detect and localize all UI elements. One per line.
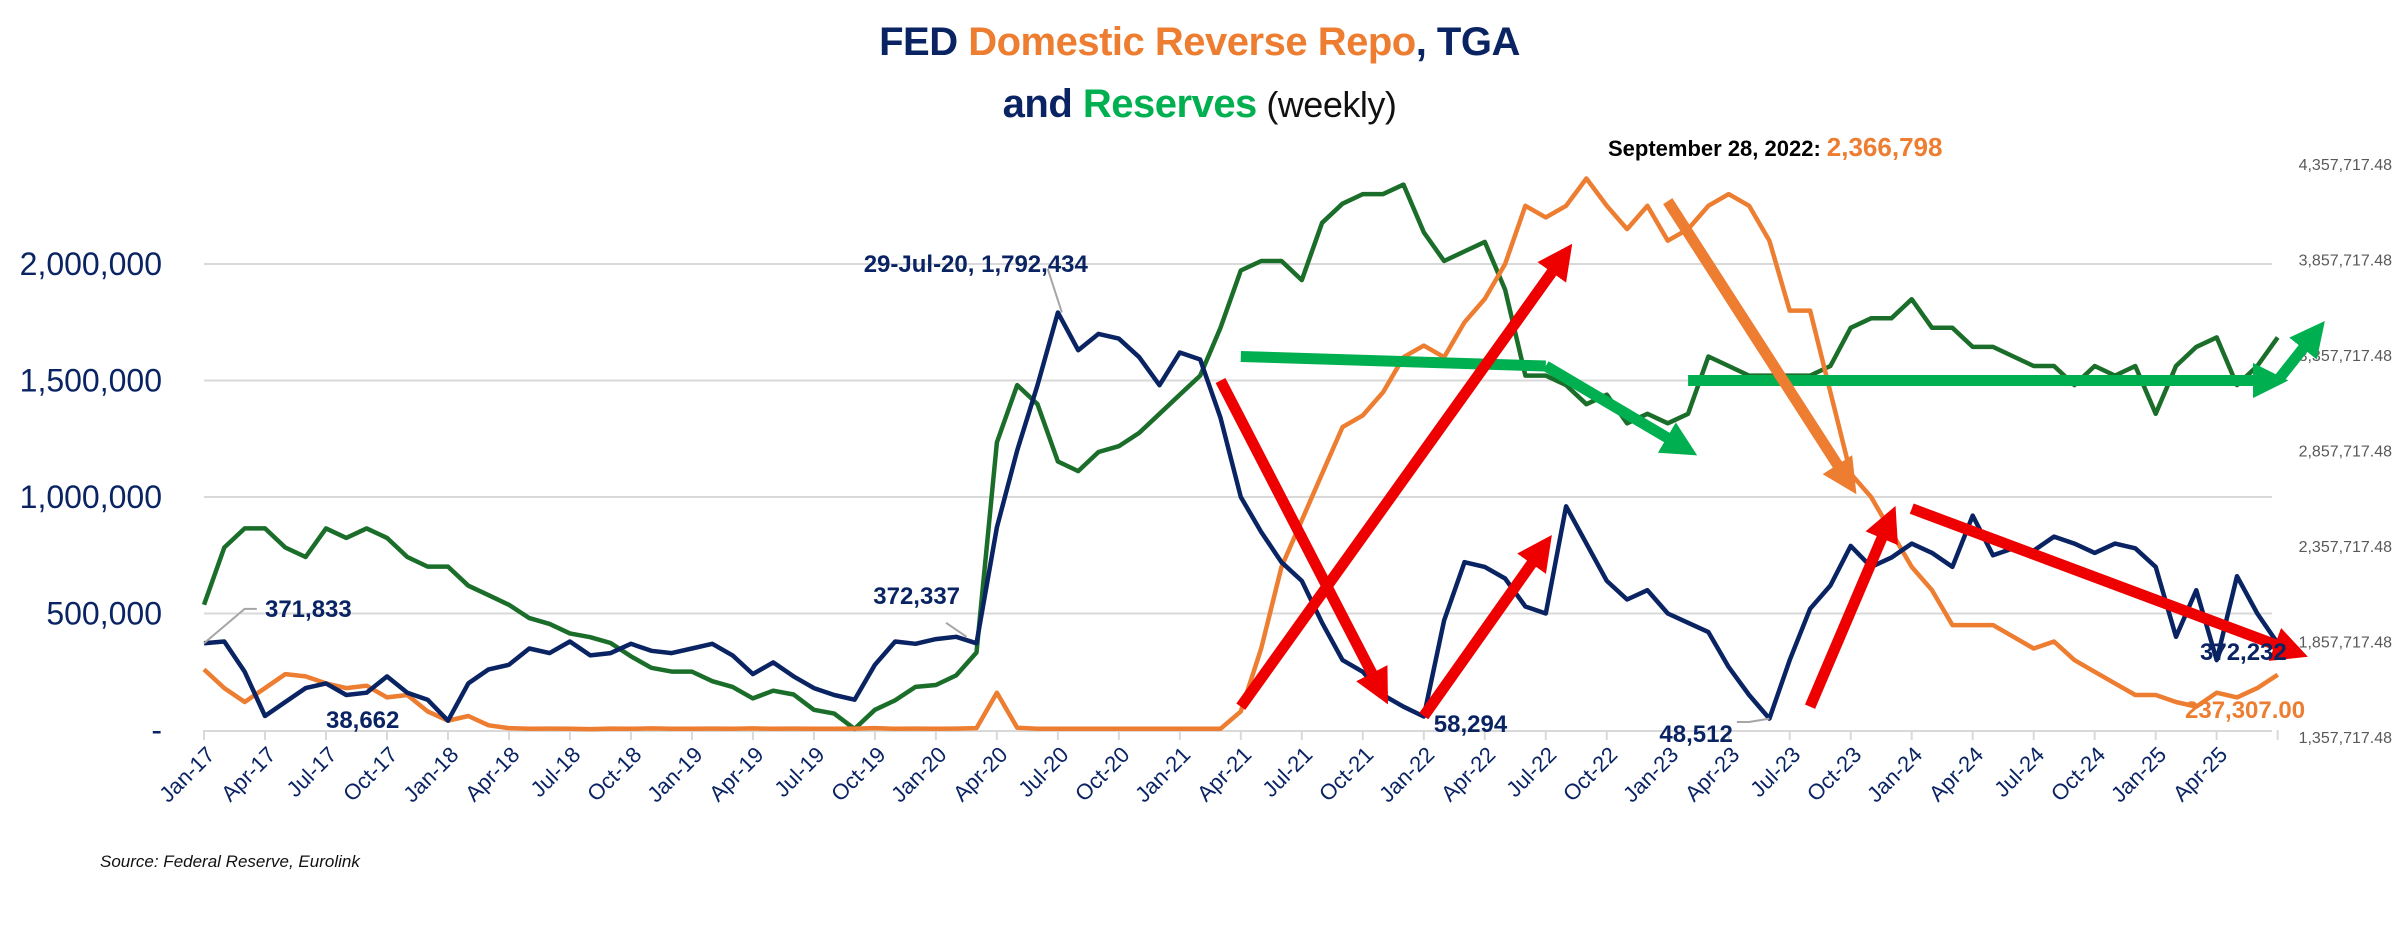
right-axis-tick-label: 4,357,717.48 <box>2299 157 2393 174</box>
data-label-tga-peak: 29-Jul-20, 1,792,434 <box>864 251 1089 278</box>
title-tga: , TGA <box>1415 20 1521 64</box>
x-axis-tick-label: Jan-18 <box>398 742 463 807</box>
leader-line <box>1736 717 1770 723</box>
series-lines <box>201 176 2280 732</box>
title-and: and <box>1002 82 1083 126</box>
left-axis-tick-label: 1,500,000 <box>20 363 162 399</box>
x-axis-tick-label: Jan-24 <box>1862 742 1927 807</box>
x-axis-tick-label: Jul-21 <box>1257 742 1317 802</box>
trend-arrow-green <box>1542 361 1698 456</box>
trend-arrow-red <box>1419 534 1552 720</box>
x-axis-tick-label: Apr-25 <box>2168 742 2232 806</box>
data-label-tga-2020: 372,337 <box>873 583 960 610</box>
right-axis-tick-label: 1,857,717.48 <box>2299 635 2393 652</box>
trend-arrow-green <box>2273 320 2325 384</box>
x-axis-tick-label: Apr-22 <box>1436 742 1500 806</box>
x-axis-tick-label: Oct-19 <box>826 742 890 806</box>
x-axis-tick-label: Apr-19 <box>704 742 768 806</box>
x-axis-tick-label: Oct-24 <box>2046 742 2110 806</box>
x-axis-tick-label: Jul-23 <box>1745 742 1805 802</box>
right-axis-tick-label: 3,357,717.48 <box>2299 348 2393 365</box>
x-axis-tick-label: Apr-23 <box>1680 742 1744 806</box>
data-label-tga-low-2018: 38,662 <box>326 707 399 734</box>
x-axis-tick-label: Oct-22 <box>1558 742 1622 806</box>
right-axis-tick-label: 2,357,717.48 <box>2299 539 2393 556</box>
data-label-rrp-end: 237,307.00 <box>2185 697 2305 724</box>
gridlines <box>204 263 2272 615</box>
data-label-tga-low-2022: 58,294 <box>1434 711 1508 738</box>
left-y-axis: - 500,000 1,000,000 1,500,000 2,000,000 <box>20 246 162 748</box>
x-axis-tick-label: Apr-20 <box>948 742 1012 806</box>
series-line-reserves <box>201 182 2280 732</box>
annotations: 371,833 38,662 372,337 29-Jul-20, 1,792,434… <box>203 251 2305 748</box>
trend-arrow-red <box>1215 377 1389 705</box>
trend-arrow-orange <box>1663 198 1857 495</box>
data-label-tga-end: 372,232 <box>2200 639 2287 666</box>
x-axis-tick-label: Jan-20 <box>886 742 951 807</box>
x-axis-tick-label: Apr-21 <box>1192 742 1256 806</box>
right-y-axis: 1,357,717.48 1,857,717.48 2,357,717.48 2,85… <box>2299 157 2393 747</box>
x-axis-tick-label: Jul-17 <box>281 742 341 802</box>
title-fed: FED <box>879 20 969 64</box>
left-axis-tick-label: 1,000,000 <box>20 479 162 515</box>
leader-line <box>945 621 968 638</box>
x-axis-tick-label: Jan-17 <box>154 742 219 807</box>
chart-title-line-2: and Reserves (weekly) <box>0 82 2399 127</box>
title-weekly: (weekly) <box>1256 84 1397 125</box>
title-rrp: Domestic Reverse Repo <box>968 20 1416 64</box>
title-reserves: Reserves <box>1082 82 1257 126</box>
x-axis-tick-label: Jan-21 <box>1130 742 1195 807</box>
x-axis-tick-label: Oct-20 <box>1070 742 1134 806</box>
x-axis-tick-label: Jan-22 <box>1374 742 1439 807</box>
chart-title-line-1: FED Domestic Reverse Repo, TGA <box>0 20 2399 65</box>
data-label-tga-start: 371,833 <box>265 596 352 623</box>
x-axis-tick-label: Jul-20 <box>1013 742 1073 802</box>
x-axis-tick-label: Oct-23 <box>1802 742 1866 806</box>
x-axis-tick-label: Oct-17 <box>338 742 402 806</box>
x-axis-tick-label: Jan-25 <box>2106 742 2171 807</box>
left-axis-tick-label: 500,000 <box>46 596 162 632</box>
x-axis-tick-label: Jul-19 <box>769 742 829 802</box>
data-label-tga-low-2023: 48,512 <box>1659 721 1732 748</box>
right-axis-tick-label: 2,857,717.48 <box>2299 444 2393 461</box>
x-axis-tick-label: Jul-18 <box>525 742 585 802</box>
right-axis-tick-label: 3,857,717.48 <box>2299 253 2393 270</box>
leader-line <box>1046 268 1063 313</box>
trend-arrow-red <box>1236 243 1573 710</box>
x-axis-tick-label: Jul-22 <box>1501 742 1561 802</box>
peak-annotation: September 28, 2022: 2,366,798 <box>1608 132 1942 163</box>
trend-arrow-red <box>1805 505 1898 709</box>
x-axis-tick-label: Oct-21 <box>1314 742 1378 806</box>
right-axis-tick-label: 1,357,717.48 <box>2299 730 2393 747</box>
trend-arrows <box>1215 198 2325 720</box>
x-axis-tick-label: Jan-23 <box>1618 742 1683 807</box>
left-axis-tick-label: 2,000,000 <box>20 246 162 282</box>
x-axis-tick-label: Apr-18 <box>460 742 524 806</box>
x-axis-tick-label: Apr-24 <box>1924 742 1988 806</box>
x-axis-tick-label: Jul-24 <box>1989 742 2049 802</box>
leader-line <box>203 607 257 645</box>
left-axis-tick-label: - <box>151 712 162 748</box>
source-note: Source: Federal Reserve, Eurolink <box>100 852 360 871</box>
peak-annotation-label: September 28, 2022: <box>1608 136 1821 161</box>
series-line-domestic-reverse-repo <box>202 176 2279 732</box>
trend-arrow-green <box>1240 350 1546 372</box>
x-axis-tick-label: Apr-17 <box>216 742 280 806</box>
peak-annotation-value: 2,366,798 <box>1826 132 1943 162</box>
x-axis-tick-label: Jan-19 <box>642 742 707 807</box>
trend-arrow-red <box>1909 503 2308 661</box>
series-line-tga <box>203 310 2280 723</box>
x-axis-tick-label: Oct-18 <box>582 742 646 806</box>
